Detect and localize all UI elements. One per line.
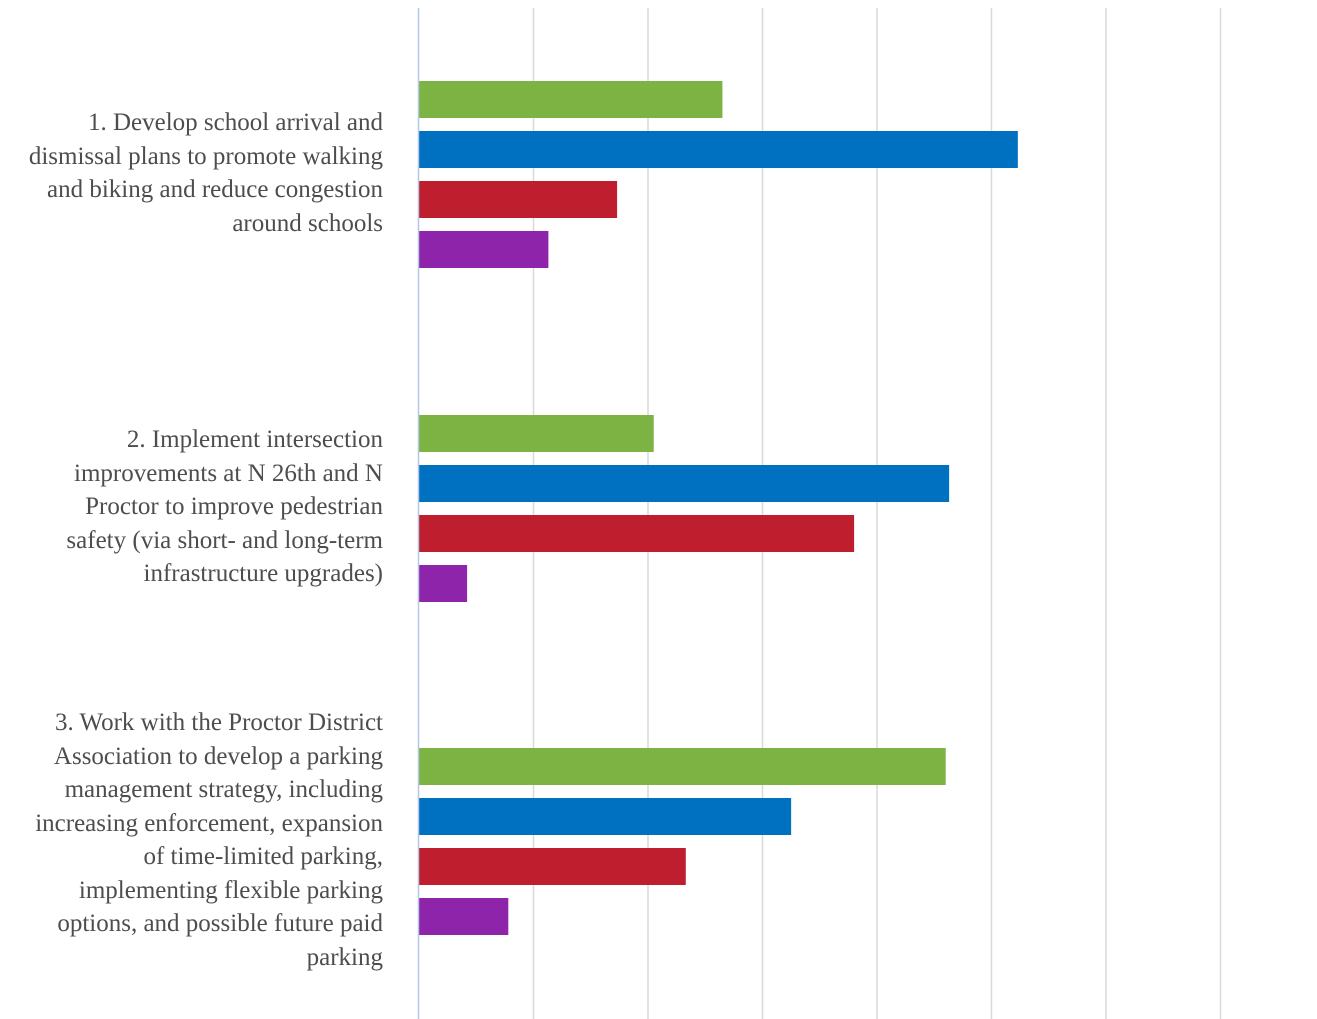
bar (419, 415, 654, 452)
bar (419, 798, 792, 835)
bar (419, 231, 549, 268)
bar (419, 465, 950, 502)
bar (419, 515, 855, 552)
category-label: 1. Develop school arrival and dismissal … (28, 109, 383, 237)
bar (419, 848, 686, 885)
bar (419, 748, 946, 785)
category-label: 3. Work with the Proctor District Associ… (35, 709, 383, 971)
bars (419, 81, 1018, 935)
bar (419, 131, 1018, 168)
bar (419, 181, 618, 218)
bar (419, 565, 468, 602)
gridlines (532, 8, 1222, 1019)
bar (419, 81, 723, 118)
category-label: 2. Implement intersection improvements a… (66, 426, 383, 587)
bar (419, 898, 509, 935)
